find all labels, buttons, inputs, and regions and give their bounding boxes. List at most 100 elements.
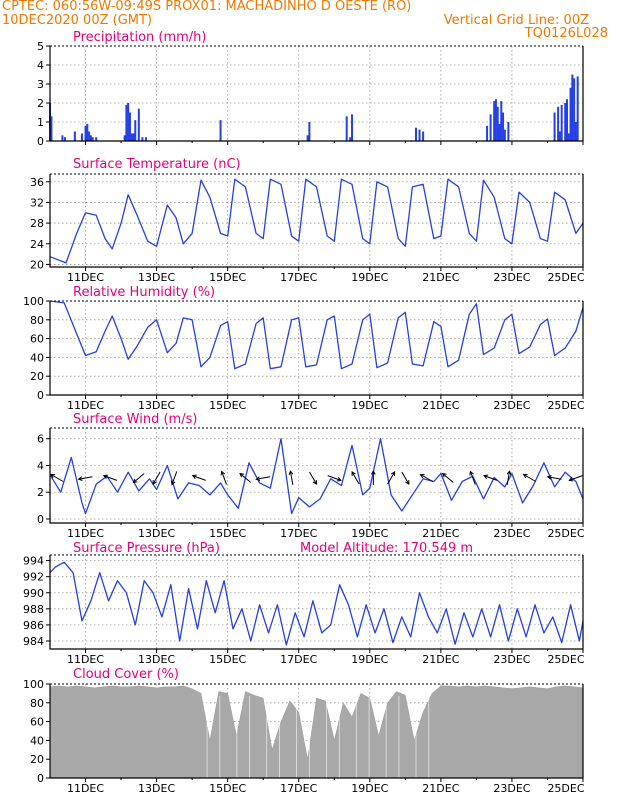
panel-pressure-xtick-label: 21DEC: [422, 653, 459, 666]
panel-cloud-frame: [49, 684, 584, 779]
panel-precip-bar: [486, 125, 489, 141]
panel-wind-wind-arrowhead: [351, 471, 356, 476]
panel-wind-wind-arrowhead: [220, 470, 226, 476]
panel-pressure-frame: [49, 555, 584, 650]
panel-rh-title: Relative Humidity (%): [73, 285, 215, 300]
panel-wind-wind-arrowhead: [522, 473, 528, 479]
panel-pressure-ytick-label: 984: [23, 635, 44, 648]
panel-precip-bar: [498, 123, 501, 141]
panel-cloud-ytick-label: 80: [30, 697, 44, 710]
panel-wind-wind-arrow: [469, 471, 476, 485]
panel-cloud-ytick-label: 40: [30, 734, 44, 747]
panel-wind-wind-arrow: [192, 475, 206, 481]
panel-wind-wind-arrow: [289, 471, 294, 485]
panel-wind-wind-arrowhead: [336, 477, 342, 482]
panel-wind-title: Surface Wind (m/s): [73, 412, 197, 427]
panel-wind-line: [49, 438, 584, 515]
panel-cloud-xtick-label: 13DEC: [138, 782, 175, 795]
panel-pressure-ytick-label: 988: [23, 603, 44, 616]
panel-precip-bar: [494, 99, 497, 141]
panel-precip-bar: [569, 87, 572, 141]
station-info-line: CPTEC: 060:56W-09:49S PROX01: MACHADINHO…: [2, 0, 412, 14]
panel-precip-bar: [489, 114, 492, 141]
panel-precip-bar: [95, 137, 98, 141]
panel-temp-xtick-label: 15DEC: [209, 271, 246, 284]
panel-wind-wind-arrowhead: [50, 473, 56, 479]
panel-wind-wind-arrowhead: [170, 480, 176, 486]
panel-precip-bar: [308, 122, 311, 141]
panel-pressure-xtick-label: 23DEC: [493, 653, 530, 666]
panel-wind-wind-arrowhead: [405, 480, 410, 485]
panel-precip-frame: [49, 46, 584, 142]
panel-rh-xtick-label: 11DEC: [67, 399, 104, 412]
panel-precip-ytick-label: 3: [37, 78, 44, 91]
panel-precip-bar: [422, 131, 425, 141]
panel-wind-wind-arrow: [152, 471, 161, 485]
panel-cloud-title: Cloud Cover (%): [73, 667, 179, 682]
panel-precip-ytick-label: 2: [37, 97, 44, 110]
panel-precip-bar: [349, 137, 352, 141]
panel-wind-wind-arrow: [387, 471, 396, 485]
panel-precip-bar: [553, 112, 556, 141]
panel-precip-bar: [84, 125, 87, 141]
panel-rh-xtick-label: 15DEC: [209, 399, 246, 412]
panel-wind-wind-arrowhead: [102, 474, 108, 479]
panel-wind-xtick-label: 21DEC: [422, 527, 459, 540]
panel-wind-wind-arrow: [483, 475, 498, 481]
panel-cloud-xtick-label: 25DEC: [547, 782, 584, 795]
panel-wind-wind-arrowhead: [390, 471, 396, 476]
panel-temp-xtick-label: 19DEC: [351, 271, 388, 284]
panel-rh-xtick-label: 23DEC: [493, 399, 530, 412]
panel-precip-bar: [345, 116, 348, 141]
panel-rh-xtick-label: 17DEC: [280, 399, 317, 412]
panel-wind-wind-arrowhead: [419, 473, 425, 479]
panel-pressure-xtick-label: 15DEC: [209, 653, 246, 666]
panel-precip-bar: [73, 131, 76, 141]
panel-wind-ytick-label: 0: [37, 513, 44, 526]
panel-pressure-ytick-label: 994: [23, 555, 44, 568]
panel-precip-bar: [132, 133, 135, 141]
panel-precip-bar: [127, 103, 130, 141]
panel-wind-xtick-label: 17DEC: [280, 527, 317, 540]
model-id: TQ0126L028: [524, 26, 608, 41]
panel-cloud-ytick-label: 20: [30, 753, 44, 766]
panel-pressure-xtick-label: 19DEC: [351, 653, 388, 666]
panel-cloud-xtick-label: 17DEC: [280, 782, 317, 795]
panel-wind-wind-arrow: [171, 471, 178, 485]
panel-precip-bar: [576, 76, 579, 141]
panel-cloud-xtick-label: 11DEC: [67, 782, 104, 795]
panel-wind-wind-arrowhead: [239, 472, 245, 478]
panel-precip-bar: [351, 114, 354, 141]
panel-rh-ytick-label: 40: [30, 351, 44, 364]
panel-rh-xtick-label: 25DEC: [547, 399, 584, 412]
panel-precip-bar: [414, 127, 417, 141]
panel-precip-bar: [125, 104, 128, 141]
panel-precip-bar: [134, 120, 137, 141]
panel-precip-bar: [91, 137, 94, 141]
panel-wind-wind-arrowhead: [546, 475, 552, 480]
panel-cloud-ytick-label: 0: [37, 772, 44, 785]
panel-wind-wind-arrow: [523, 474, 537, 482]
panel-rh-ytick-label: 60: [30, 333, 44, 346]
panel-precip-bar: [564, 103, 567, 141]
panel-cloud-xtick-label: 19DEC: [351, 782, 388, 795]
chart-header: CPTEC: 060:56W-09:49S PROX01: MACHADINHO…: [0, 0, 618, 46]
panel-wind-wind-arrow: [133, 473, 145, 483]
panel-precip-bar: [493, 101, 496, 141]
panel-temp-ytick-label: 24: [30, 238, 44, 251]
panel-precip-bar: [566, 99, 569, 141]
panel-temp-ytick-label: 20: [30, 258, 44, 271]
panel-wind-wind-arrow: [401, 471, 410, 485]
panel-wind-wind-arrow: [351, 471, 360, 485]
panel-wind-wind-arrow: [506, 471, 511, 485]
panel-precip-bar: [571, 74, 574, 141]
panel-wind-wind-arrow: [221, 471, 227, 485]
panel-wind-wind-arrowhead: [441, 472, 447, 478]
panel-wind-ytick-label: 6: [37, 433, 44, 446]
panel-precip-ytick-label: 5: [37, 40, 44, 53]
panel-rh-ytick-label: 20: [30, 370, 44, 383]
panel-precip-bar: [507, 122, 510, 141]
panel-wind-wind-arrowhead: [469, 470, 474, 476]
panel-precip-bar: [574, 122, 577, 141]
